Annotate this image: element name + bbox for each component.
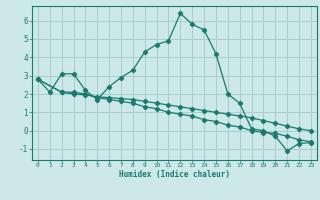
X-axis label: Humidex (Indice chaleur): Humidex (Indice chaleur) xyxy=(119,170,230,179)
